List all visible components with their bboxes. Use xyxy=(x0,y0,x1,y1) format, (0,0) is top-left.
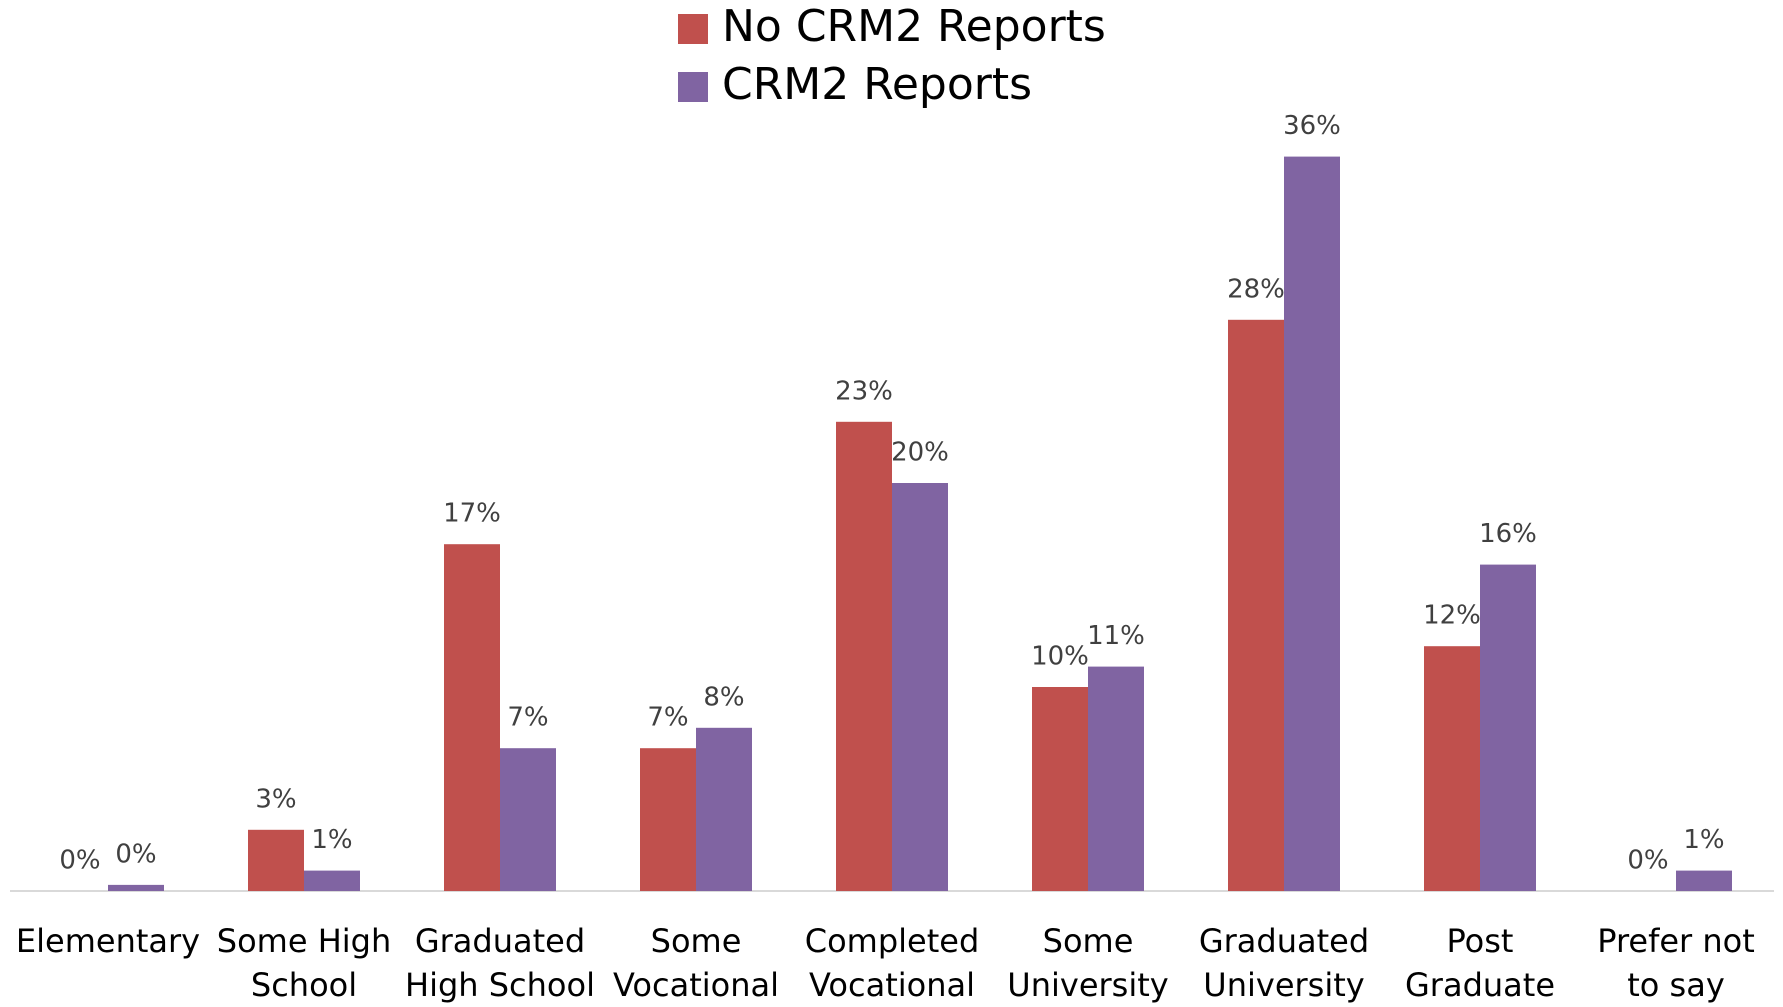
bar xyxy=(304,870,360,891)
value-label: 17% xyxy=(443,499,501,529)
bar xyxy=(1676,870,1732,891)
x-tick-label: Completed Vocational xyxy=(804,922,980,1004)
value-label: 11% xyxy=(1087,621,1145,651)
bar xyxy=(1424,646,1480,891)
value-label: 12% xyxy=(1423,601,1481,631)
bar xyxy=(1480,564,1536,891)
bar xyxy=(444,544,500,891)
legend-swatch xyxy=(678,72,708,102)
bar xyxy=(108,884,164,891)
x-tick-label: Elementary xyxy=(15,922,201,960)
x-tick-label: Some Vocational xyxy=(613,922,779,1004)
value-label: 10% xyxy=(1031,642,1089,672)
x-tick-label: Prefer not to say xyxy=(1597,922,1755,1004)
value-label: 23% xyxy=(835,376,893,406)
value-label: 36% xyxy=(1283,111,1341,141)
bar xyxy=(1088,666,1144,891)
value-label: 0% xyxy=(115,839,156,869)
value-label: 8% xyxy=(703,682,744,712)
value-label: 0% xyxy=(59,846,100,876)
value-label: 20% xyxy=(891,438,949,468)
x-tick-label: Post Graduate xyxy=(1405,922,1555,1004)
legend-label: No CRM2 Reports xyxy=(722,1,1106,52)
bar xyxy=(1284,156,1340,892)
value-label: 28% xyxy=(1227,274,1285,304)
value-label: 7% xyxy=(507,703,548,733)
legend-swatch xyxy=(678,14,708,44)
value-label: 0% xyxy=(1627,846,1668,876)
bar xyxy=(696,727,752,891)
value-label: 1% xyxy=(1683,825,1724,855)
bar xyxy=(500,748,556,891)
bar xyxy=(640,748,696,891)
bar xyxy=(248,829,304,891)
x-tick-label: Some High School xyxy=(216,922,392,1004)
value-label: 16% xyxy=(1479,519,1537,549)
x-tick-label: Graduated High School xyxy=(405,922,595,1004)
bar xyxy=(1228,319,1284,891)
value-label: 1% xyxy=(311,825,352,855)
legend-label: CRM2 Reports xyxy=(722,59,1032,110)
value-label: 7% xyxy=(647,703,688,733)
x-tick-label: Some University xyxy=(1007,922,1169,1004)
x-tick-label: Graduated University xyxy=(1198,922,1370,1004)
bar xyxy=(892,483,948,891)
value-label: 3% xyxy=(255,784,296,814)
bar xyxy=(836,421,892,891)
bar xyxy=(1032,687,1088,891)
